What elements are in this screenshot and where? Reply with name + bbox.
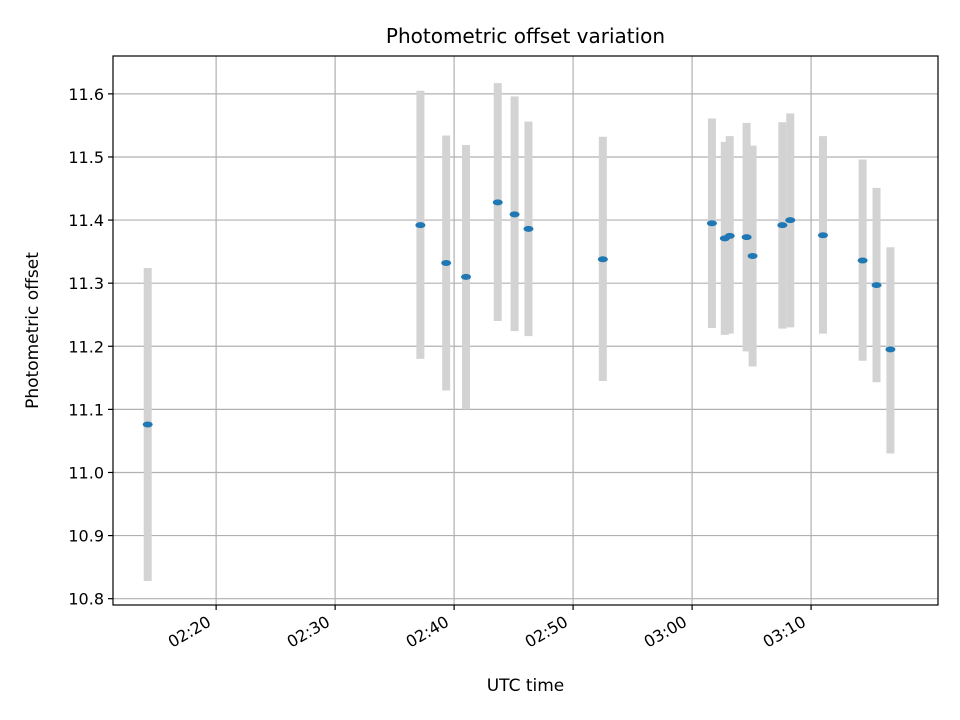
data-point	[817, 232, 828, 239]
data-point	[597, 256, 608, 263]
y-tick-label: 11.6	[68, 85, 104, 104]
y-tick-label: 10.8	[68, 590, 104, 609]
data-point	[777, 222, 788, 229]
y-tick-label: 10.9	[68, 527, 104, 546]
data-point	[724, 232, 735, 239]
y-ticks: 10.8 10.9 11.0 11.1 11.2 11.3 11.4 11.5 11.6	[68, 85, 113, 609]
data-point	[741, 234, 752, 241]
y-axis-label: Photometric offset	[23, 252, 43, 409]
y-tick-label: 11.2	[68, 337, 104, 356]
data-point	[461, 273, 472, 280]
data-point	[142, 421, 153, 428]
data-point	[747, 253, 758, 260]
y-tick-label: 11.1	[68, 400, 104, 419]
y-tick-label: 11.4	[68, 211, 104, 230]
data-point	[509, 211, 520, 218]
data-point	[871, 282, 882, 289]
data-point	[523, 225, 534, 232]
plot-frame	[112, 55, 939, 606]
chart-title: Photometric offset variation	[386, 24, 665, 48]
y-tick-label: 11.5	[68, 148, 104, 167]
data-point	[785, 217, 796, 224]
data-point	[857, 257, 868, 264]
data-point	[492, 199, 503, 206]
y-tick-label: 11.0	[68, 463, 104, 482]
x-axis-label: UTC time	[487, 676, 565, 696]
data-point	[441, 259, 452, 266]
data-point	[706, 220, 717, 227]
y-tick-label: 11.3	[68, 274, 104, 293]
data-point	[885, 346, 896, 353]
data-point	[415, 222, 426, 229]
data-markers	[142, 199, 896, 428]
